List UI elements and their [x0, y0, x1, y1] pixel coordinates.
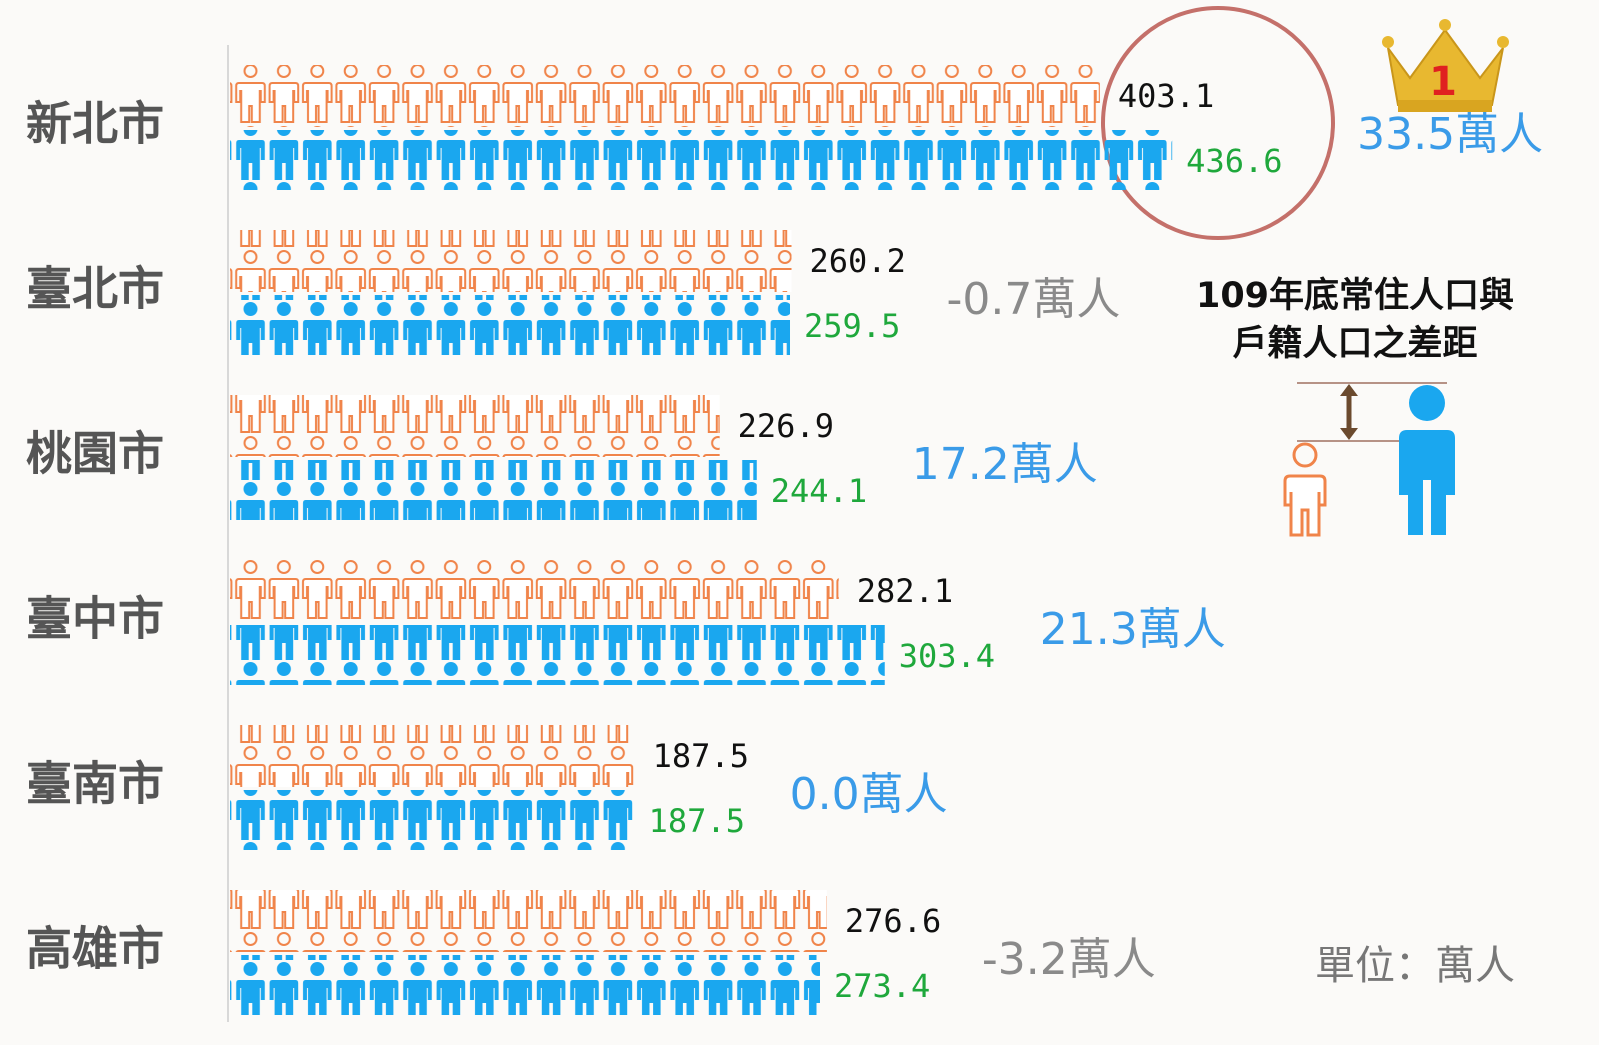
- value-label: 187.5: [653, 737, 749, 775]
- pictogram-bar: [230, 230, 792, 292]
- difference-label: 33.5萬人: [1357, 109, 1543, 160]
- crown: [1382, 19, 1509, 112]
- pictogram-bar: [230, 65, 1100, 127]
- highlight-circle: [1101, 6, 1335, 240]
- value-label: 187.5: [649, 802, 745, 840]
- value-label: 276.6: [845, 902, 941, 940]
- pictogram-bar: [230, 725, 635, 787]
- value-label: 303.4: [899, 637, 995, 675]
- difference-label: 0.0萬人: [790, 769, 948, 820]
- pictogram-bar: [230, 955, 820, 1015]
- value-label: 282.1: [857, 572, 953, 610]
- pictogram-bar: [230, 790, 635, 850]
- category-label: 臺北市: [26, 262, 164, 316]
- rank-label: 1: [1429, 59, 1457, 105]
- category-label: 桃園市: [26, 427, 164, 481]
- pictogram-bar: [230, 295, 791, 355]
- unit-label: 單位：萬人: [1315, 943, 1515, 989]
- category-label: 臺中市: [26, 592, 164, 646]
- pictogram-bar: [230, 130, 1173, 190]
- value-label: 226.9: [738, 407, 834, 445]
- value-label: 273.4: [834, 967, 930, 1005]
- legend-title: 109年底常住人口與: [1196, 276, 1514, 316]
- value-label: 403.1: [1118, 77, 1214, 115]
- value-label: 260.2: [810, 242, 906, 280]
- legend-title: 戶籍人口之差距: [1232, 324, 1477, 364]
- pictogram-bar: [230, 460, 757, 520]
- category-label: 臺南市: [26, 757, 164, 811]
- value-label: 244.1: [771, 472, 867, 510]
- difference-label: -3.2萬人: [982, 934, 1156, 985]
- pictogram-bar: [230, 625, 885, 685]
- difference-label: -0.7萬人: [947, 274, 1121, 325]
- category-label: 新北市: [26, 97, 164, 151]
- difference-label: 21.3萬人: [1040, 604, 1226, 655]
- legend-illustration: [1283, 382, 1455, 537]
- pictogram-bar: [230, 890, 827, 952]
- category-label: 高雄市: [26, 922, 164, 976]
- value-label: 259.5: [804, 307, 900, 345]
- difference-label: 17.2萬人: [912, 439, 1098, 490]
- pictogram-bar: [230, 560, 839, 622]
- pictogram-bar: [230, 395, 720, 457]
- value-label: 436.6: [1186, 142, 1282, 180]
